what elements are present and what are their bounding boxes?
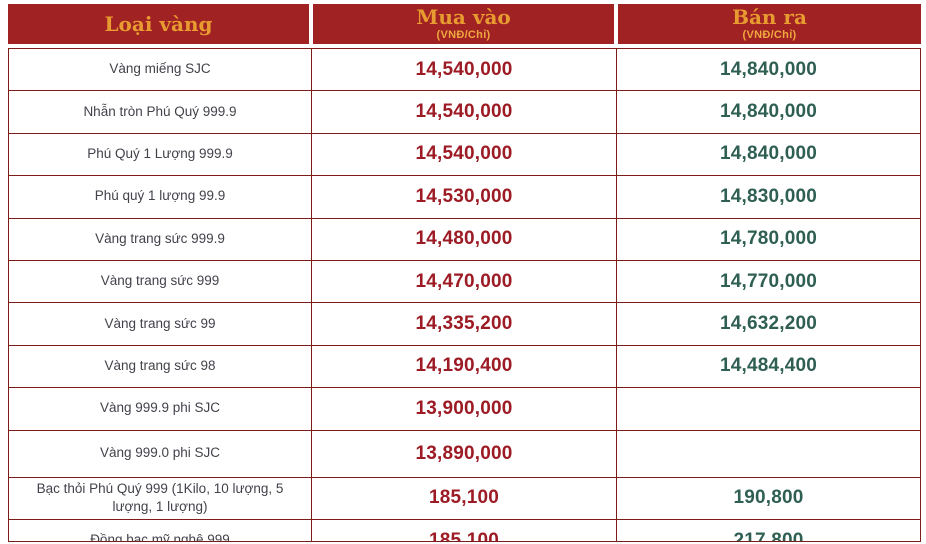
table-body: Vàng miếng SJC 14,540,000 14,840,000 Nhẫ… — [8, 48, 921, 542]
buy-price: 14,190,400 — [311, 345, 616, 388]
sell-price: 14,780,000 — [616, 218, 920, 260]
unit-label-sell: (VNĐ/Chỉ) — [742, 29, 797, 41]
unit-label-buy: (VNĐ/Chỉ) — [436, 29, 491, 41]
sell-price: 14,840,000 — [616, 91, 920, 133]
column-title-buy: Mua vào — [416, 5, 511, 29]
table-row: Vàng trang sức 99 14,335,200 14,632,200 — [9, 302, 920, 345]
gold-type-label: Vàng trang sức 999 — [100, 273, 220, 289]
column-title-type: Loại vàng — [104, 11, 213, 36]
gold-type-label: Vàng 999.0 phi SJC — [99, 445, 221, 461]
table-row: Nhẫn tròn Phú Quý 999.9 14,540,000 14,84… — [9, 90, 920, 133]
table-row: Vàng trang sức 98 14,190,400 14,484,400 — [9, 344, 920, 388]
gold-type-label: Phú Quý 1 Lượng 999.9 — [87, 146, 233, 162]
gold-type-label: Vàng trang sức 99 — [104, 315, 216, 331]
gold-type-label: Đồng bạc mỹ nghệ 999 — [90, 532, 230, 542]
table-row: Phú quý 1 lượng 99.9 14,530,000 14,830,0… — [9, 175, 920, 218]
table-row: Vàng trang sức 999.9 14,480,000 14,780,0… — [9, 217, 920, 260]
table-row: Phú Quý 1 Lượng 999.9 14,540,000 14,840,… — [9, 132, 920, 176]
sell-price: 14,484,400 — [616, 345, 920, 388]
sell-price: 217,800 — [616, 520, 920, 541]
gold-type-label: Vàng 999.9 phi SJC — [99, 400, 221, 416]
buy-price: 14,480,000 — [311, 218, 616, 260]
buy-price: 14,335,200 — [311, 303, 616, 345]
buy-price: 14,540,000 — [311, 49, 616, 91]
table-header: Loại vàng Mua vào (VNĐ/Chỉ) Bán ra (VNĐ/… — [8, 4, 921, 44]
buy-price: 13,890,000 — [311, 430, 616, 477]
table-row: Vàng 999.0 phi SJC 13,890,000 — [9, 429, 920, 477]
sell-price: 14,840,000 — [616, 133, 920, 176]
header-cell-sell: Bán ra (VNĐ/Chỉ) — [618, 4, 921, 44]
table-row: Vàng trang sức 999 14,470,000 14,770,000 — [9, 259, 920, 303]
sell-price: 190,800 — [616, 477, 920, 520]
buy-price: 14,540,000 — [311, 133, 616, 176]
gold-type-label: Vàng miếng SJC — [109, 61, 211, 77]
buy-price: 14,530,000 — [311, 176, 616, 218]
table-row: Bạc thỏi Phú Quý 999 (1Kilo, 10 lượng, 5… — [9, 476, 920, 520]
buy-price: 13,900,000 — [311, 388, 616, 430]
buy-price: 185,100 — [311, 520, 616, 541]
sell-price: 14,830,000 — [616, 176, 920, 218]
table-row: Vàng miếng SJC 14,540,000 14,840,000 — [9, 49, 920, 91]
table-row: Đồng bạc mỹ nghệ 999 185,100 217,800 — [9, 519, 920, 542]
sell-price — [616, 388, 920, 430]
gold-type-label: Nhẫn tròn Phú Quý 999.9 — [83, 103, 237, 119]
gold-type-label: Vàng trang sức 98 — [104, 357, 216, 373]
gold-type-label: Bạc thỏi Phú Quý 999 (1Kilo, 10 lượng, 5… — [36, 480, 284, 515]
sell-price: 14,632,200 — [616, 303, 920, 345]
gold-type-label: Vàng trang sức 999.9 — [95, 230, 225, 246]
sell-price: 14,770,000 — [616, 260, 920, 303]
sell-price — [616, 430, 920, 477]
buy-price: 14,470,000 — [311, 260, 616, 303]
sell-price: 14,840,000 — [616, 49, 920, 91]
header-cell-type: Loại vàng — [8, 4, 309, 44]
gold-type-label: Phú quý 1 lượng 99.9 — [94, 188, 226, 204]
buy-price: 185,100 — [311, 477, 616, 520]
column-title-sell: Bán ra — [732, 5, 807, 29]
buy-price: 14,540,000 — [311, 91, 616, 133]
header-cell-buy: Mua vào (VNĐ/Chỉ) — [313, 4, 614, 44]
table-row: Vàng 999.9 phi SJC 13,900,000 — [9, 387, 920, 430]
